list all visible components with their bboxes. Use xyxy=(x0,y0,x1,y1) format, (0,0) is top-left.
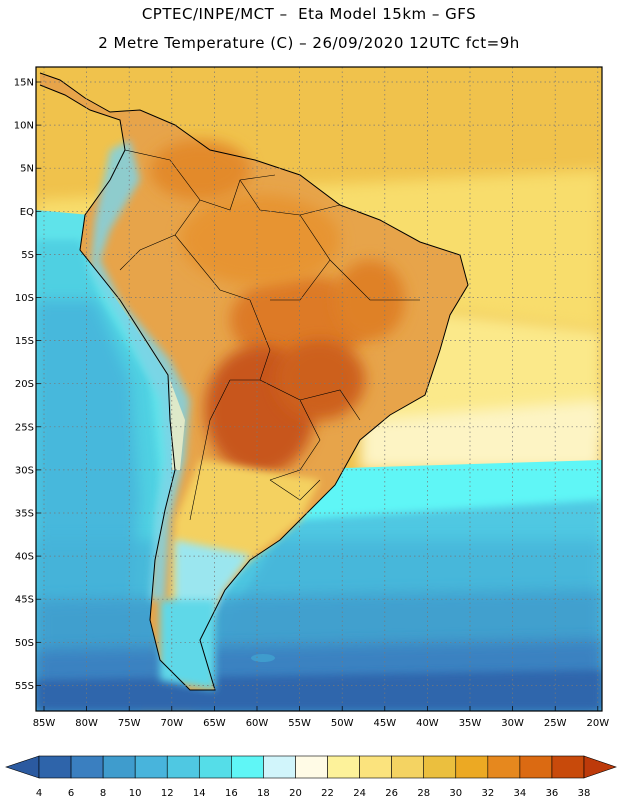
temperature-field xyxy=(36,67,602,711)
lon-label: 55W xyxy=(288,718,311,729)
lon-label: 40W xyxy=(416,718,439,729)
colorbar-tick-label: 26 xyxy=(385,788,398,799)
colorbar-tick-labels: 4 6 8 10 12 14 16 18 20 22 24 26 28 30 32 34 36 38 xyxy=(36,788,591,799)
lat-label: 5S xyxy=(21,250,34,261)
lat-label: 40S xyxy=(15,552,34,563)
lon-label: 50W xyxy=(331,718,354,729)
lat-label: 10N xyxy=(14,121,34,132)
title-line-1: CPTEC/INPE/MCT – Eta Model 15km – GFS xyxy=(141,5,477,23)
lon-label: 30W xyxy=(501,718,524,729)
lat-label: 20S xyxy=(15,379,34,390)
colorbar-swatch xyxy=(134,755,168,779)
colorbar xyxy=(5,755,617,779)
colorbar-over-arrow xyxy=(583,755,617,779)
colorbar-tick-label: 22 xyxy=(321,788,334,799)
longitude-labels: 85W 80W 75W 70W 65W 60W 55W 50W 45W 40W 35W 30W 25W 2… xyxy=(33,718,610,729)
lat-label: 15N xyxy=(14,78,34,89)
colorbar-tick-label: 10 xyxy=(129,788,142,799)
lat-label: EQ xyxy=(20,207,34,218)
colorbar-tick-label: 20 xyxy=(289,788,302,799)
colorbar-tick-label: 16 xyxy=(225,788,238,799)
lat-label: 45S xyxy=(15,595,34,606)
colorbar-tick-label: 12 xyxy=(161,788,174,799)
colorbar-swatch xyxy=(327,755,360,779)
colorbar-tick-label: 6 xyxy=(68,788,74,799)
lat-label: 10S xyxy=(15,293,34,304)
colorbar-tick-label: 8 xyxy=(100,788,106,799)
lat-label: 15S xyxy=(15,336,34,347)
colorbar-swatch xyxy=(231,755,264,779)
colorbar-swatch xyxy=(423,755,457,779)
colorbar-swatch xyxy=(38,755,72,779)
lat-label: 35S xyxy=(15,509,34,520)
lon-label: 80W xyxy=(75,718,98,729)
lat-label: 25S xyxy=(15,422,34,433)
colorbar-swatch xyxy=(519,755,553,779)
colorbar-tick-label: 30 xyxy=(449,788,462,799)
colorbar-tick-label: 32 xyxy=(481,788,494,799)
colorbar-swatch xyxy=(455,755,489,779)
lon-label: 60W xyxy=(246,718,269,729)
lon-label: 25W xyxy=(544,718,567,729)
lon-label: 70W xyxy=(160,718,183,729)
map-frame xyxy=(35,66,603,712)
colorbar-swatch xyxy=(295,755,328,779)
colorbar-tick-label: 28 xyxy=(417,788,430,799)
colorbar-swatch xyxy=(551,755,585,779)
lon-label: 65W xyxy=(203,718,226,729)
colorbar-tick-label: 24 xyxy=(353,788,366,799)
colorbar-tick-label: 18 xyxy=(257,788,270,799)
colorbar-swatch xyxy=(391,755,425,779)
colorbar-swatch xyxy=(263,755,296,779)
lon-label: 20W xyxy=(586,718,609,729)
lat-label: 50S xyxy=(15,638,34,649)
lat-label: 30S xyxy=(15,465,34,476)
colorbar-tick-label: 14 xyxy=(193,788,206,799)
colorbar-swatch xyxy=(70,755,104,779)
lon-label: 35W xyxy=(459,718,482,729)
title-line-2: 2 Metre Temperature (C) – 26/09/2020 12U… xyxy=(98,34,520,52)
colorbar-swatch xyxy=(359,755,392,779)
colorbar-swatch xyxy=(166,755,200,779)
colorbar-swatch xyxy=(198,755,232,779)
lat-label: 5N xyxy=(20,164,34,175)
colorbar-swatch xyxy=(487,755,521,779)
lon-label: 75W xyxy=(118,718,141,729)
colorbar-tick-label: 36 xyxy=(546,788,559,799)
colorbar-under-arrow xyxy=(5,755,40,779)
lon-label: 45W xyxy=(373,718,396,729)
graticule xyxy=(36,67,602,711)
latitude-labels: 15N 10N 5N EQ 5S 10S 15S 20S 25S 30S 35S 40S 45S 50S 5… xyxy=(14,78,34,692)
colorbar-tick-label: 4 xyxy=(36,788,42,799)
lon-label: 85W xyxy=(33,718,56,729)
colorbar-tick-label: 38 xyxy=(578,788,591,799)
lat-label: 55S xyxy=(15,681,34,692)
colorbar-swatch xyxy=(102,755,136,779)
colorbar-tick-label: 34 xyxy=(514,788,527,799)
